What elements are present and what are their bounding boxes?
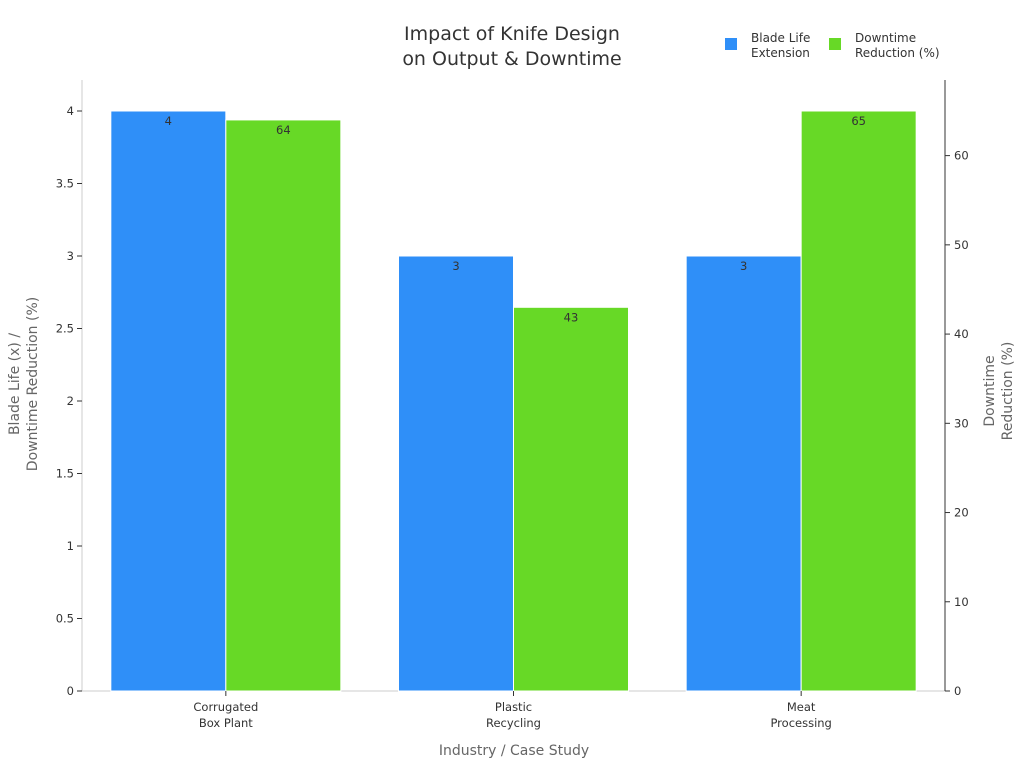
x-tick-label: Meat Processing — [770, 700, 831, 730]
right-tick-label: 10 — [954, 595, 969, 609]
left-tick-label: 1 — [67, 539, 74, 553]
chart-title: Impact of Knife Design on Output & Downti… — [402, 23, 621, 70]
right-tick-label: 30 — [954, 416, 969, 430]
bar-value-label: 4 — [165, 114, 172, 128]
legend-label: Downtime Reduction (%) — [855, 31, 940, 60]
left-tick-label: 1.5 — [56, 467, 74, 481]
left-tick-label: 3 — [67, 249, 74, 263]
left-tick-label: 0.5 — [56, 612, 74, 626]
bar-value-label: 3 — [740, 259, 747, 273]
left-y-axis-title: Blade Life (x) / Downtime Reduction (%) — [7, 297, 41, 471]
left-tick-label: 2 — [67, 394, 74, 408]
legend-swatch — [829, 38, 841, 50]
bar-value-label: 64 — [276, 123, 291, 137]
bar-value-label: 3 — [452, 259, 459, 273]
bar — [398, 255, 514, 692]
right-tick-label: 50 — [954, 238, 969, 252]
bar-value-label: 43 — [564, 310, 579, 324]
right-tick-label: 0 — [954, 684, 961, 698]
bar — [685, 255, 802, 692]
legend-swatch — [725, 38, 737, 50]
left-tick-label: 0 — [67, 684, 74, 698]
right-tick-label: 60 — [954, 149, 969, 163]
x-tick-label: Corrugated Box Plant — [193, 700, 258, 730]
bar — [800, 110, 917, 692]
right-y-axis-title: Downtime Reduction (%) — [982, 342, 1016, 441]
left-tick-label: 2.5 — [56, 322, 74, 336]
bar — [110, 110, 227, 692]
bar-value-label: 65 — [851, 114, 866, 128]
legend-label: Blade Life Extension — [751, 31, 810, 60]
right-tick-label: 20 — [954, 506, 969, 520]
bar — [225, 119, 342, 692]
bar — [513, 306, 629, 692]
x-axis-title: Industry / Case Study — [439, 743, 589, 759]
x-tick-label: Plastic Recycling — [486, 700, 541, 730]
right-tick-label: 40 — [954, 327, 969, 341]
left-tick-label: 4 — [67, 104, 74, 118]
left-tick-label: 3.5 — [56, 177, 74, 191]
